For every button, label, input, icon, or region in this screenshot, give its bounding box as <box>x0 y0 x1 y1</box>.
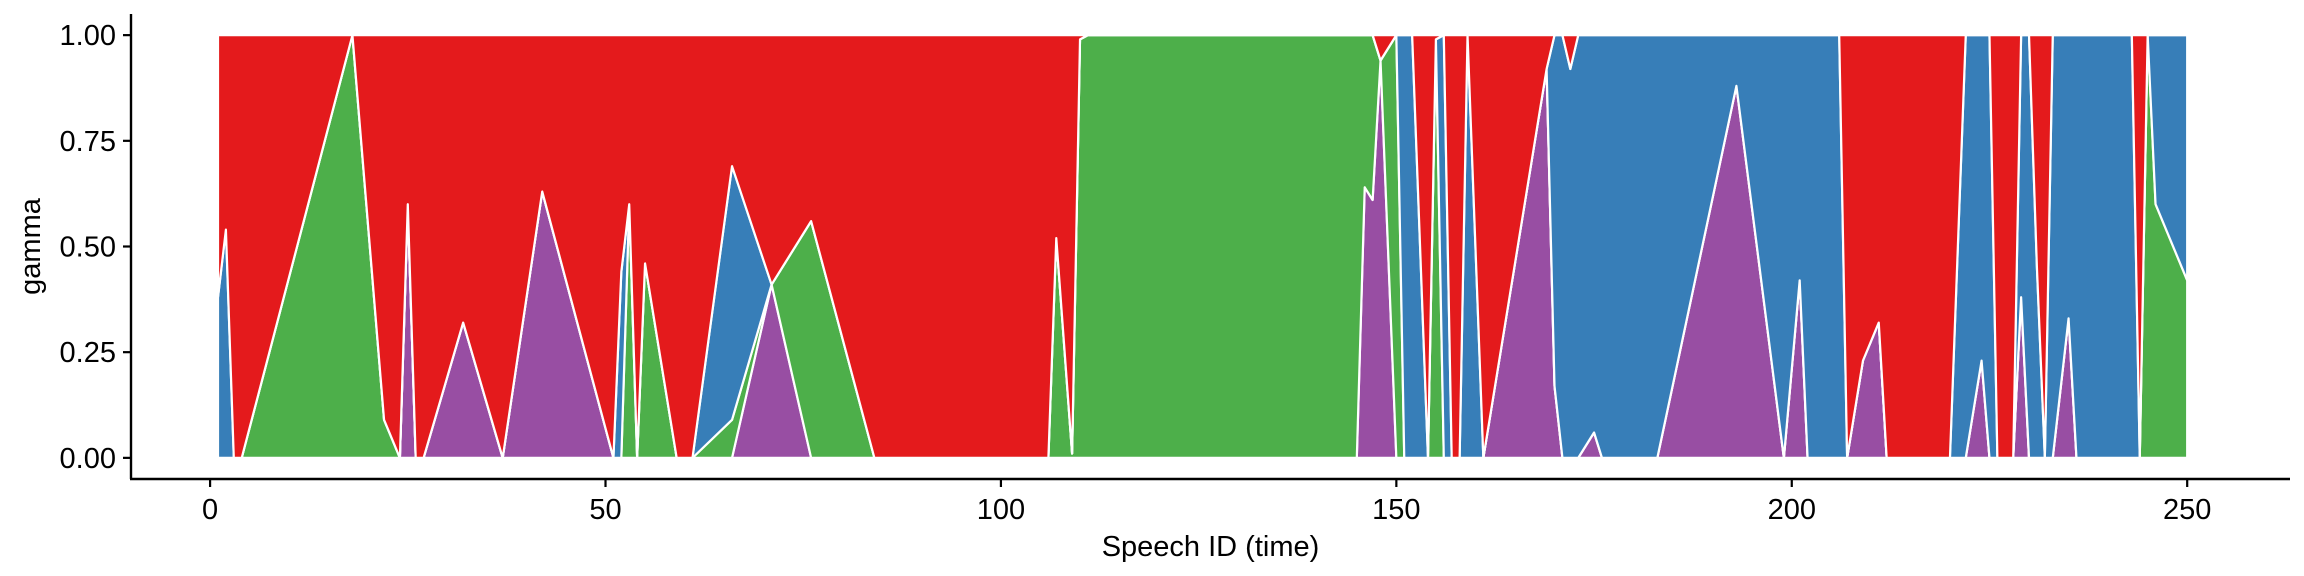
y-tick-label: 0.75 <box>60 126 116 158</box>
x-tick-label: 50 <box>589 494 621 526</box>
x-axis-title: Speech ID (time) <box>1102 531 1320 563</box>
y-tick-label: 0.50 <box>60 232 116 264</box>
y-tick-label: 1.00 <box>60 20 116 52</box>
area-series-red <box>216 34 2189 459</box>
y-tick-label: 0.00 <box>60 443 116 475</box>
x-tick-label: 200 <box>1768 494 1816 526</box>
axes-group: 0 50 100 150 200 250 0.00 0.25 0.50 0.75 1.00 <box>60 14 2290 526</box>
x-axis-ticks: 0 50 100 150 200 250 <box>202 479 2211 526</box>
y-tick-label: 0.25 <box>60 337 116 369</box>
x-tick-label: 100 <box>977 494 1025 526</box>
x-tick-label: 0 <box>202 494 218 526</box>
x-tick-label: 150 <box>1372 494 1420 526</box>
x-tick-label: 250 <box>2163 494 2211 526</box>
y-axis-ticks: 0.00 0.25 0.50 0.75 1.00 <box>60 20 131 475</box>
area-series-group <box>216 34 2189 459</box>
y-axis-title: gamma <box>15 197 47 295</box>
